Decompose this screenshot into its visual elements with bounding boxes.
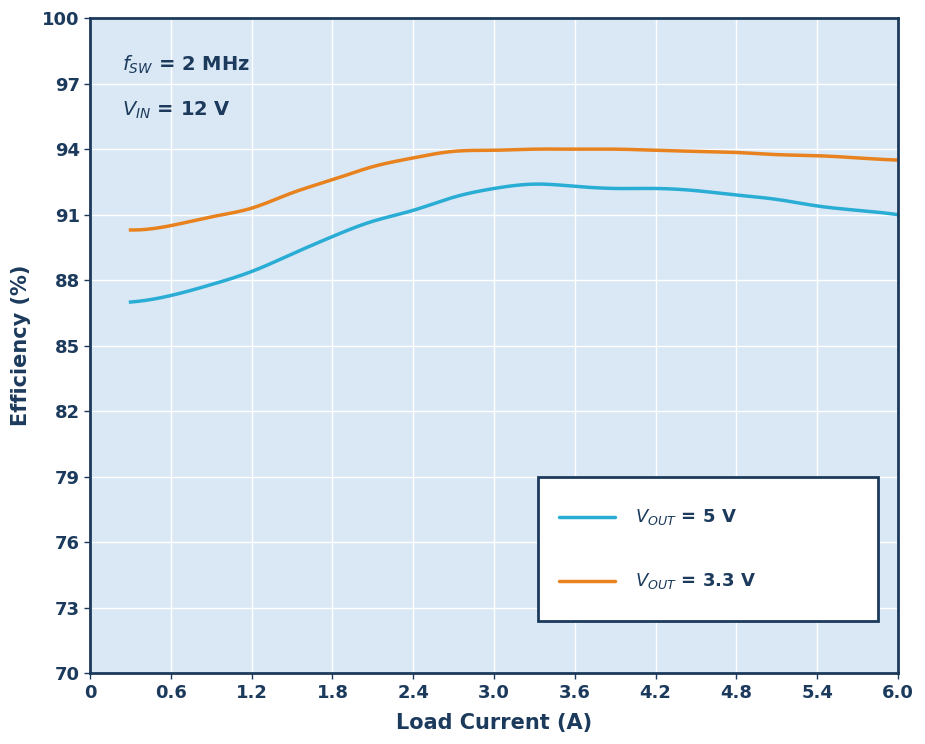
Text: $V_{OUT}$ = 3.3 V: $V_{OUT}$ = 3.3 V	[635, 571, 757, 591]
Y-axis label: Efficiency (%): Efficiency (%)	[11, 265, 31, 426]
Text: $f_{SW}$ = 2 MHz: $f_{SW}$ = 2 MHz	[122, 54, 251, 77]
Text: $V_{IN}$ = 12 V: $V_{IN}$ = 12 V	[122, 100, 231, 121]
Text: $V_{OUT}$ = 5 V: $V_{OUT}$ = 5 V	[635, 507, 737, 527]
FancyBboxPatch shape	[538, 477, 878, 621]
X-axis label: Load Current (A): Load Current (A)	[396, 713, 592, 733]
